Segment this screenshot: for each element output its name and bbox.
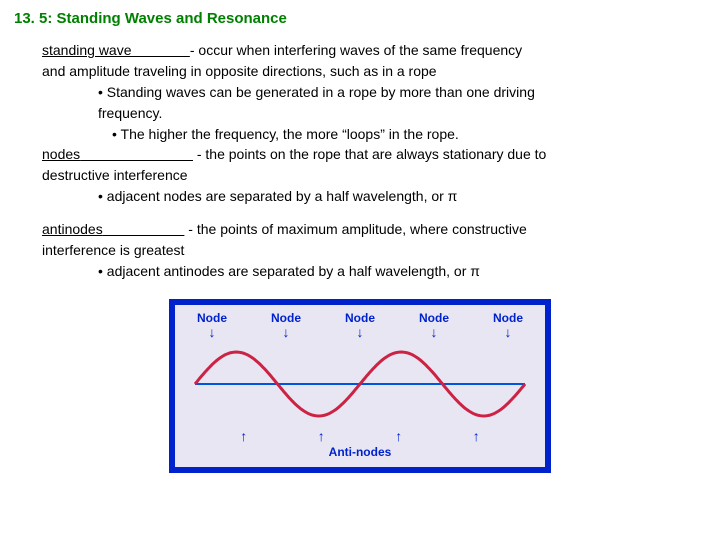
term-nodes: nodes bbox=[42, 146, 80, 162]
p1-b1b: frequency. bbox=[98, 104, 706, 123]
node-label: Node↓ bbox=[481, 311, 535, 339]
p3-rest1: - the points of maximum amplitude, where… bbox=[184, 221, 526, 237]
p1-b1: • Standing waves can be generated in a r… bbox=[98, 83, 706, 102]
p3-b1: • adjacent antinodes are separated by a … bbox=[98, 262, 706, 281]
p2-rest2: destructive interference bbox=[42, 166, 706, 185]
node-label: Node↓ bbox=[259, 311, 313, 339]
antinode-arrow: ↑ bbox=[395, 429, 402, 443]
p1-b2: • The higher the frequency, the more “lo… bbox=[112, 125, 706, 144]
diagram-border: Node↓ Node↓ Node↓ Node↓ Node↓ ↑ ↑ ↑ ↑ Anti-node… bbox=[169, 299, 551, 473]
p3-rest2: interference is greatest bbox=[42, 241, 706, 260]
node-label: Node↓ bbox=[407, 311, 461, 339]
section-title: 13. 5: Standing Waves and Resonance bbox=[14, 10, 706, 27]
term-gap3 bbox=[103, 221, 185, 237]
standing-wave-def: standing wave - occur when interfering w… bbox=[42, 41, 706, 60]
term-antinodes: antinodes bbox=[42, 221, 103, 237]
node-label-row: Node↓ Node↓ Node↓ Node↓ Node↓ bbox=[185, 311, 535, 339]
diagram-container: Node↓ Node↓ Node↓ Node↓ Node↓ ↑ ↑ ↑ ↑ Anti-node… bbox=[14, 299, 706, 473]
content-block: standing wave - occur when interfering w… bbox=[42, 41, 706, 281]
node-label: Node↓ bbox=[185, 311, 239, 339]
antinode-arrow: ↑ bbox=[240, 429, 247, 443]
term-gap2 bbox=[80, 146, 193, 162]
wave-diagram bbox=[185, 339, 535, 429]
antinode-arrow-row: ↑ ↑ ↑ ↑ bbox=[185, 429, 535, 443]
p1-rest1: - occur when interfering waves of the sa… bbox=[190, 42, 522, 58]
antinodes-def: antinodes - the points of maximum amplit… bbox=[42, 220, 706, 239]
term-gap bbox=[132, 42, 190, 58]
p2-rest1: - the points on the rope that are always… bbox=[193, 146, 546, 162]
nodes-def: nodes - the points on the rope that are … bbox=[42, 145, 706, 164]
p2-b1: • adjacent nodes are separated by a half… bbox=[98, 187, 706, 206]
p1-rest2: and amplitude traveling in opposite dire… bbox=[42, 62, 706, 81]
antinode-label: Anti-nodes bbox=[185, 445, 535, 459]
antinode-arrow: ↑ bbox=[473, 429, 480, 443]
node-label: Node↓ bbox=[333, 311, 387, 339]
antinode-arrow: ↑ bbox=[318, 429, 325, 443]
term-standing-wave: standing wave bbox=[42, 42, 132, 58]
